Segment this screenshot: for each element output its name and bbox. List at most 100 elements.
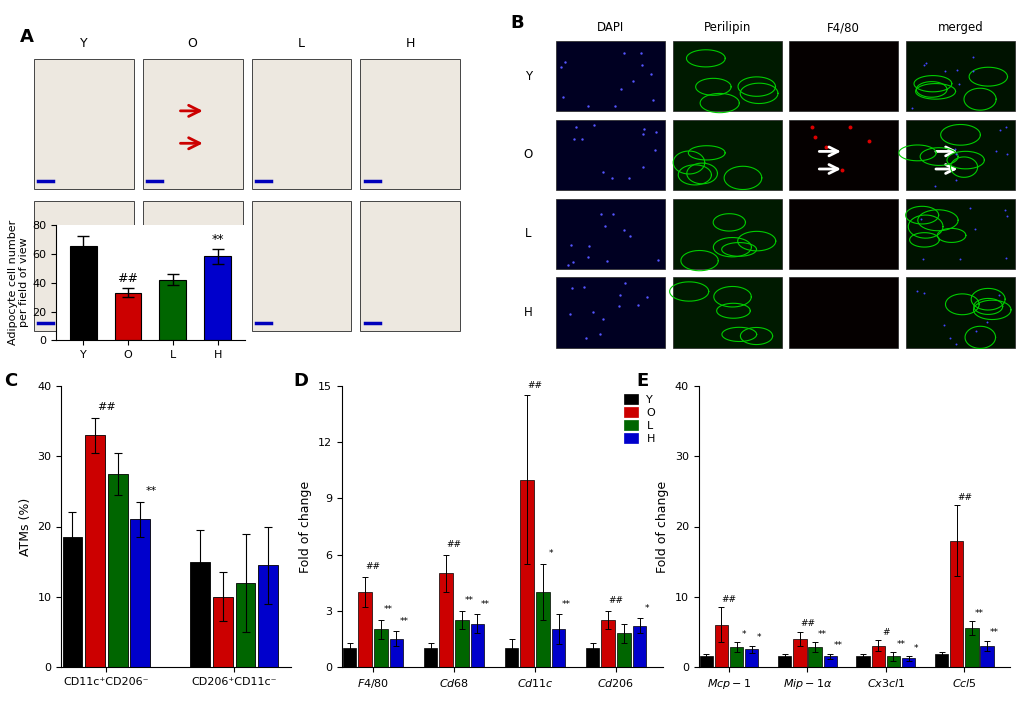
Point [564, 282, 580, 293]
Point [615, 48, 632, 59]
Text: B: B [510, 14, 523, 32]
Point [595, 314, 611, 325]
Text: **: ** [817, 630, 826, 639]
Point [987, 145, 1004, 157]
Point [621, 230, 637, 241]
Point [834, 164, 850, 176]
Point [594, 167, 610, 178]
Text: O: O [187, 37, 198, 50]
Text: **: ** [384, 606, 392, 614]
Point [650, 254, 666, 265]
Point [998, 149, 1014, 160]
Bar [555, 199, 664, 269]
Point [573, 133, 589, 145]
Bar [551, 630, 565, 667]
Point [935, 319, 952, 331]
Text: **: ** [399, 617, 409, 625]
Point [576, 282, 592, 293]
Bar [964, 628, 977, 667]
Bar [871, 646, 884, 667]
Text: Y: Y [525, 69, 531, 83]
Text: merged: merged [936, 21, 982, 34]
Point [592, 329, 608, 340]
Bar [470, 624, 484, 667]
Bar [699, 656, 712, 667]
Point [634, 161, 650, 173]
Text: ##: ## [446, 540, 461, 549]
Text: **: ** [465, 596, 474, 605]
Bar [504, 648, 518, 667]
Point [586, 119, 602, 131]
Bar [423, 648, 437, 667]
Point [967, 326, 983, 337]
Point [580, 241, 596, 252]
Text: C: C [4, 372, 17, 390]
Legend: Y, O, L, H: Y, O, L, H [622, 392, 657, 446]
Y-axis label: ATMs (%): ATMs (%) [18, 498, 32, 555]
Point [966, 223, 982, 234]
Point [816, 142, 833, 153]
Point [990, 124, 1007, 135]
Point [593, 208, 609, 220]
Bar [632, 625, 646, 667]
Text: **: ** [211, 233, 224, 246]
Point [948, 65, 964, 76]
Point [964, 51, 980, 62]
Text: O: O [523, 148, 533, 161]
Bar [360, 201, 460, 331]
Bar [979, 646, 993, 667]
Point [647, 145, 663, 156]
Bar [204, 256, 231, 340]
Bar [159, 279, 186, 340]
Bar [822, 656, 836, 667]
Point [841, 121, 857, 133]
Text: D: D [293, 372, 308, 390]
Bar [744, 649, 758, 667]
Point [561, 308, 578, 319]
Point [948, 338, 964, 350]
Bar [360, 59, 460, 189]
Point [621, 172, 637, 183]
Point [642, 68, 658, 79]
Text: *: * [644, 604, 649, 613]
Bar [62, 537, 83, 667]
Point [978, 317, 995, 328]
Point [998, 210, 1014, 221]
Point [562, 239, 579, 250]
Bar [905, 199, 1014, 269]
Text: Y: Y [79, 37, 88, 50]
Point [577, 333, 593, 344]
Text: H: H [524, 306, 532, 319]
Bar [130, 519, 150, 667]
Point [645, 95, 661, 106]
Text: ##: ## [527, 381, 542, 390]
Bar [905, 120, 1014, 190]
Point [634, 128, 650, 140]
Point [633, 60, 649, 71]
Bar [108, 474, 127, 667]
Point [598, 256, 614, 267]
Point [803, 121, 819, 132]
Point [908, 285, 924, 296]
Bar [520, 479, 534, 667]
Point [610, 290, 627, 301]
Point [926, 180, 943, 192]
Point [806, 131, 822, 143]
Point [997, 252, 1013, 263]
Point [638, 291, 654, 303]
Bar [672, 199, 781, 269]
Text: L: L [525, 227, 531, 240]
Text: *: * [756, 633, 761, 642]
Point [566, 133, 582, 145]
Text: *: * [548, 550, 552, 558]
Text: F4/80: F4/80 [826, 21, 859, 34]
Y-axis label: Fold of change: Fold of change [299, 480, 312, 573]
Point [559, 260, 576, 271]
Point [585, 306, 601, 317]
Point [860, 135, 876, 147]
Point [951, 253, 967, 265]
Point [946, 144, 962, 155]
Bar [934, 654, 948, 667]
Point [630, 300, 646, 311]
Text: H: H [406, 37, 415, 50]
